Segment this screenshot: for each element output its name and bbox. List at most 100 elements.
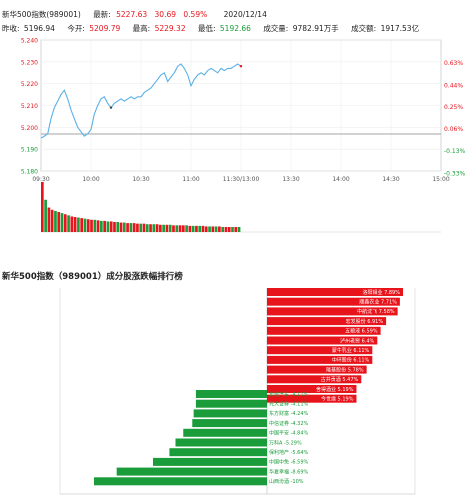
high-value: 5229.32 <box>154 24 186 33</box>
volume-bar <box>231 227 234 232</box>
ranking-bars: 洛阳钼业 7.89% 顺鑫农业 7.71% 中航沈飞 7.58% 宏发股份 6.91%… <box>94 288 403 486</box>
loser-bar <box>192 419 267 428</box>
ranking-chart: 洛阳钼业 7.89% 顺鑫农业 7.71% 中航沈飞 7.58% 宏发股份 6.91%… <box>59 288 416 495</box>
loser-label: 中国平安 -4.84% <box>269 430 309 437</box>
gainer-bar <box>267 288 403 296</box>
loser-label: 长城汽车 -4.11% <box>269 391 309 398</box>
volume-label: 成交量: <box>263 24 289 33</box>
volume-bar <box>93 219 97 232</box>
index-name: 新华500指数(989001) <box>2 10 81 19</box>
volume-bar <box>109 221 113 232</box>
price-axis: 5.240 5.230 5.220 5.210 5.200 5.190 5.180 <box>21 38 38 176</box>
price-tick-label: 5.190 <box>21 147 38 154</box>
loser-label: 中国中免 -6.59% <box>269 459 309 466</box>
latest-value: 5227.63 <box>116 10 148 19</box>
gainer-label: 舍得酒业 5.19% <box>316 386 354 393</box>
volume-bar <box>129 223 133 232</box>
gainer-label: 今世缘 5.19% <box>321 396 354 403</box>
volume-bar <box>132 223 136 232</box>
loser-label: 万科A -5.29% <box>269 439 302 446</box>
volume-bar <box>162 224 165 232</box>
loser-label: 中信证券 -4.32% <box>269 420 309 427</box>
volume-bar <box>237 227 241 232</box>
volume-bar <box>178 225 182 232</box>
gainer-bar <box>267 355 373 364</box>
volume-bar <box>83 218 87 232</box>
price-line <box>40 63 243 139</box>
price-tick-label: 5.180 <box>21 169 38 176</box>
volume-bar <box>116 222 120 232</box>
turnover-label: 成交额: <box>351 24 377 33</box>
volume-bar <box>57 212 61 232</box>
loser-bar <box>152 457 267 466</box>
volume-bar <box>54 210 57 232</box>
latest-label: 最新: <box>93 10 111 19</box>
loser-bar <box>116 467 268 476</box>
volume-bar <box>126 223 129 232</box>
turnover-value: 1917.53亿 <box>380 24 420 33</box>
volume-value: 9782.91万手 <box>292 24 339 33</box>
volume-bar <box>221 227 225 232</box>
percent-tick-label: 0.63% <box>444 60 463 67</box>
gainer-label: 中航沈飞 7.58% <box>357 308 395 315</box>
percent-tick-label: -0.13% <box>444 148 466 155</box>
gainer-label: 宏发股份 6.91% <box>346 318 384 325</box>
gainer-label: 泸州老窖 6.4% <box>340 337 375 344</box>
gainer-bar <box>267 297 400 306</box>
volume-bar <box>60 213 64 232</box>
volume-bar <box>50 209 54 232</box>
gainer-bar <box>267 307 398 316</box>
gainer-bar <box>267 365 367 374</box>
time-axis: 09:30 10:00 10:30 11:00 11:30/13:00 13:30 14:0… <box>32 176 449 183</box>
open-label: 今开: <box>67 24 85 33</box>
volume-bar <box>119 222 123 232</box>
price-tick-label: 5.230 <box>21 59 38 66</box>
volume-bar <box>136 223 139 232</box>
volume-bar <box>224 227 228 232</box>
gainer-bar <box>267 375 362 384</box>
low-point-marker <box>109 106 113 109</box>
quote-date: 2020/12/14 <box>223 10 267 19</box>
loser-bar <box>94 477 267 486</box>
low-value: 5192.66 <box>219 24 251 33</box>
volume-bar <box>106 221 110 232</box>
time-tick-label: 14:00 <box>332 176 349 183</box>
volume-bar <box>77 217 80 232</box>
loser-bar <box>193 409 267 418</box>
volume-bar <box>149 224 152 232</box>
gainer-label: 隆基股份 5.78% <box>326 366 364 373</box>
volume-bar <box>96 220 100 232</box>
volume-bar <box>218 226 221 232</box>
loser-label: 山西汾酒 -10% <box>269 478 304 485</box>
loser-label: 东方财富 -4.24% <box>269 410 309 417</box>
ranking-title: 新华500指数（989001）成分股涨跌幅排行榜 <box>2 272 183 282</box>
prev-close-value: 5196.94 <box>23 24 55 33</box>
volume-bar <box>122 222 126 232</box>
volume-bar <box>70 216 74 232</box>
gainer-bar <box>267 317 387 326</box>
percent-tick-label: 0.44% <box>444 82 463 89</box>
volume-bar <box>142 223 146 232</box>
quote-header-row2: 昨收: 5196.94 今开: 5209.79 最高: 5229.32 最低: … <box>2 24 419 34</box>
volume-bar <box>80 218 84 232</box>
price-tick-label: 5.240 <box>21 38 38 45</box>
loser-bar <box>195 399 267 408</box>
volume-bar <box>67 215 70 232</box>
price-tick-label: 5.210 <box>21 103 38 110</box>
volume-bar <box>227 227 231 232</box>
volume-bar <box>175 225 179 232</box>
gainer-bar <box>267 326 381 335</box>
volume-bar <box>155 224 159 232</box>
time-tick-label: 09:30 <box>32 176 49 183</box>
volume-bars <box>41 182 441 233</box>
volume-bar <box>198 225 202 232</box>
volume-bar <box>214 226 218 232</box>
gainer-bar <box>267 394 357 403</box>
gainer-bar <box>267 385 357 393</box>
volume-bar <box>201 225 205 232</box>
change-pct: 0.59% <box>183 10 208 19</box>
time-tick-label: 11:00 <box>182 176 199 183</box>
volume-bar <box>113 222 116 232</box>
intraday-chart: 5.240 5.230 5.220 5.210 5.200 5.190 5.180 0.63… <box>21 38 466 233</box>
gainer-label: 五粮液 6.59% <box>345 328 378 335</box>
